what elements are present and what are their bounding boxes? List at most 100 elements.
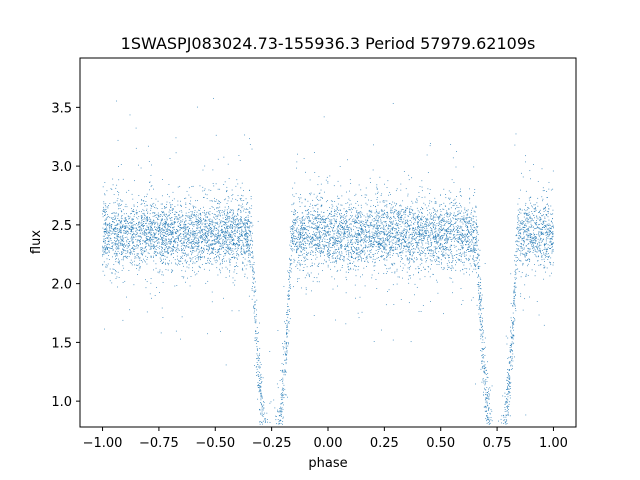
data-point (433, 228, 435, 230)
data-point (527, 229, 529, 230)
data-point (552, 236, 554, 238)
data-point (484, 346, 486, 348)
data-point (252, 274, 254, 275)
data-point (117, 243, 118, 245)
data-point (420, 209, 421, 211)
data-point (327, 181, 329, 183)
data-point (370, 205, 372, 207)
data-point (163, 213, 165, 215)
data-point (407, 195, 409, 197)
data-point (523, 240, 524, 241)
data-point (470, 250, 472, 252)
data-point (289, 309, 290, 311)
data-point (478, 266, 480, 268)
data-point (129, 228, 131, 230)
data-point (132, 238, 134, 240)
data-point (144, 205, 146, 207)
data-point (239, 226, 241, 228)
data-point (162, 244, 164, 245)
data-point (441, 263, 442, 265)
data-point (160, 236, 162, 238)
data-point (261, 382, 263, 383)
data-point (473, 221, 475, 223)
data-point (485, 397, 487, 399)
data-point (300, 225, 302, 227)
data-point (116, 212, 117, 214)
data-point (153, 212, 155, 214)
data-point (534, 254, 536, 255)
data-point (528, 249, 530, 251)
data-point (399, 239, 401, 240)
data-point (209, 239, 211, 241)
data-point (466, 225, 467, 227)
data-point (357, 215, 359, 217)
data-point (242, 226, 244, 228)
data-point (520, 223, 522, 225)
data-point (206, 198, 208, 199)
data-point (112, 221, 114, 223)
data-point (400, 221, 402, 223)
data-point (390, 194, 391, 195)
data-point (428, 205, 430, 207)
data-point (331, 219, 333, 221)
data-point (354, 216, 356, 218)
data-point (310, 239, 311, 240)
data-point (164, 240, 165, 242)
data-point (433, 236, 435, 238)
data-point (125, 226, 127, 228)
data-point (230, 224, 232, 226)
data-point (139, 230, 140, 232)
data-point (240, 205, 242, 207)
data-point (446, 231, 447, 233)
data-point (386, 200, 388, 202)
data-point (294, 210, 296, 212)
data-point (450, 262, 452, 263)
data-point (312, 255, 314, 256)
data-point (164, 235, 165, 236)
data-point (120, 244, 122, 246)
data-point (334, 238, 336, 240)
data-point (367, 215, 369, 217)
data-point (173, 198, 175, 200)
data-point (261, 422, 262, 423)
data-point (527, 227, 529, 229)
data-point (196, 237, 198, 239)
data-point (542, 214, 544, 216)
data-point (150, 239, 152, 241)
data-point (287, 345, 289, 347)
data-point (381, 222, 383, 223)
data-point (195, 258, 196, 260)
data-point (533, 245, 534, 247)
data-point (403, 236, 404, 238)
data-point (210, 235, 212, 237)
data-point (550, 189, 552, 191)
data-point (398, 217, 400, 219)
data-point (200, 256, 201, 258)
data-point (199, 250, 201, 252)
data-point (168, 260, 170, 262)
data-point (130, 263, 132, 264)
data-point (379, 243, 381, 245)
data-point (527, 219, 529, 221)
data-point (167, 264, 169, 266)
data-point (339, 228, 341, 230)
data-point (403, 223, 405, 225)
data-point (139, 266, 141, 267)
data-point (156, 245, 158, 246)
data-point (397, 210, 399, 212)
data-point (184, 217, 186, 219)
data-point (315, 211, 316, 213)
data-point (364, 252, 366, 254)
data-point (425, 226, 427, 227)
data-point (328, 241, 330, 243)
data-point (366, 224, 368, 226)
data-point (420, 218, 421, 220)
data-point (330, 211, 332, 213)
data-point (117, 286, 118, 288)
data-point (125, 231, 126, 233)
data-point (203, 219, 204, 220)
data-point (480, 282, 481, 284)
data-point (157, 228, 158, 230)
data-point (168, 247, 170, 249)
data-point (320, 218, 322, 220)
